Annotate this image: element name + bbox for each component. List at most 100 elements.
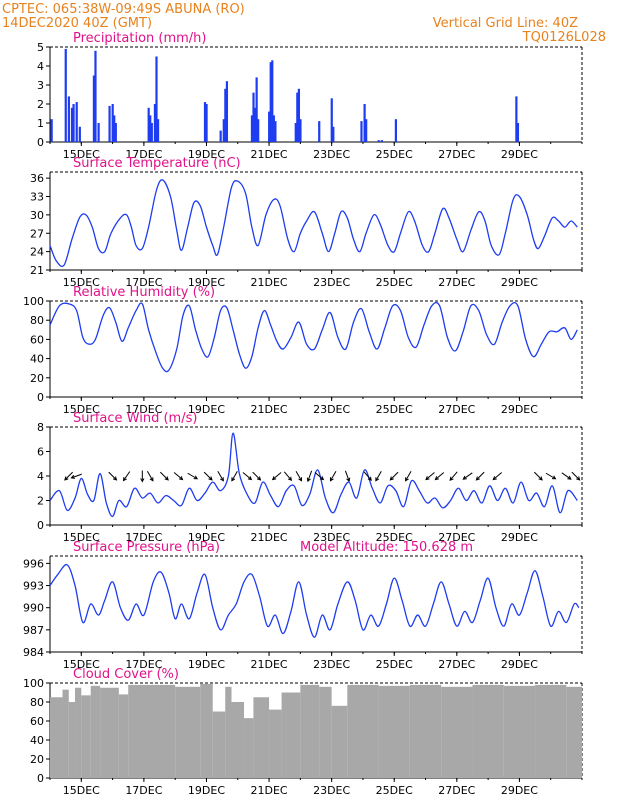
x-tick-label: 15DEC [63,531,100,544]
cloud-bar [81,695,91,778]
cloud-bar [441,686,473,778]
cloud-bar [319,686,332,778]
y-tick-label: 20 [30,753,44,766]
wind-vector [70,473,82,479]
precip-bar [516,123,520,142]
cloud-bar [347,684,379,778]
x-tick-label: 17DEC [125,658,162,671]
x-tick-label: 27DEC [438,276,475,289]
precip-bar [299,119,302,142]
cloud-bar [472,684,504,778]
wind-vector [449,471,458,482]
surface-wind-title: Surface Wind (m/s) [73,411,197,426]
y-tick-label: 0 [37,391,44,404]
y-tick-label: 21 [30,264,44,277]
surface-wind-line [49,432,578,518]
precip-bar [203,102,207,142]
y-tick-label: 36 [30,172,44,185]
y-tick-label: 984 [23,646,44,659]
wind-vector [533,471,543,481]
wind-vector [462,472,473,480]
x-tick-label: 25DEC [376,403,413,416]
precip-bar [394,119,397,142]
y-tick-label: 0 [37,136,44,149]
x-tick-label: 17DEC [125,784,162,797]
precip-bar [153,104,157,142]
x-tick-label: 25DEC [376,276,413,289]
precip-bar [92,75,96,142]
y-tick-label: 1 [37,117,44,130]
x-tick-label: 17DEC [125,531,162,544]
wind-vector [363,471,372,482]
precip-bar [274,121,277,142]
x-tick-label: 29DEC [501,658,538,671]
cloud-bar [281,692,301,778]
precip-bar [150,123,153,142]
y-tick-label: 80 [30,696,44,709]
header-location: CPTEC: 065:38W-09:49S ABUNA (RO) [2,2,245,17]
precip-bar [50,119,53,142]
wind-vector [405,470,412,482]
wind-vector [475,471,485,481]
precip-bar [269,62,272,143]
surface-temperature-title: Surface Temperature (nC) [73,156,241,171]
humidity-panel: Relative Humidity (%) 0 20 40 60 80 100 15DEC 17… [23,285,583,416]
y-tick-label: 60 [30,333,44,346]
x-tick-label: 19DEC [188,276,225,289]
cloud-bar [50,697,63,778]
x-tick-label: 27DEC [438,148,475,161]
precip-bar [360,121,363,142]
y-tick-label: 990 [23,602,44,615]
x-tick-label: 17DEC [125,403,162,416]
wind-vector [329,470,337,482]
y-tick-label: 3 [37,79,44,92]
x-tick-label: 29DEC [501,403,538,416]
header-model-id: TQ0126L028 [522,30,606,45]
model-altitude-label: Model Altitude: 150.628 m [300,540,473,555]
y-tick-label: 20 [30,372,44,385]
precip-bar [156,119,160,142]
wind-vector [146,470,154,482]
x-tick-label: 29DEC [501,531,538,544]
x-tick-label: 15DEC [63,148,100,161]
x-tick-label: 19DEC [188,658,225,671]
x-tick-label: 29DEC [501,784,538,797]
cloud-bar [212,711,226,778]
y-tick-label: 40 [30,353,44,366]
precip-bar [219,130,222,142]
wind-vector [571,471,581,481]
precip-bar [94,50,97,142]
precip-bar [294,123,297,142]
header-date: 14DEC2020 40Z (GMT) [2,16,152,31]
cloud-bar [566,686,582,778]
precip-bar [205,104,208,142]
cloud-bar [269,709,282,778]
precipitation-title: Precipitation (mm/h) [73,31,206,46]
wind-vector [217,470,224,482]
wind-vector [492,472,503,481]
relative-humidity-title: Relative Humidity (%) [73,285,215,300]
precip-bar [147,107,150,142]
y-tick-label: 27 [30,227,44,240]
surface-pressure-line [49,563,580,638]
precip-bar [271,60,274,142]
wind-vector [231,470,238,482]
cloud-bar [503,685,536,778]
surface-temperature-line [49,179,578,268]
y-tick-label: 4 [37,470,44,483]
y-tick-label: 6 [37,446,44,459]
y-tick-label: 0 [37,772,44,785]
precip-bar [155,56,158,142]
cloud-bar [200,683,213,778]
x-tick-label: 27DEC [438,658,475,671]
x-tick-label: 25DEC [376,658,413,671]
wind-vector [306,470,313,483]
precip-bar [252,92,255,142]
cloud-bar [331,705,348,778]
cloud-bar [535,684,567,778]
cloud-bar [62,689,69,778]
y-tick-label: 80 [30,314,44,327]
x-tick-label: 23DEC [313,784,350,797]
precip-bar [296,92,299,142]
